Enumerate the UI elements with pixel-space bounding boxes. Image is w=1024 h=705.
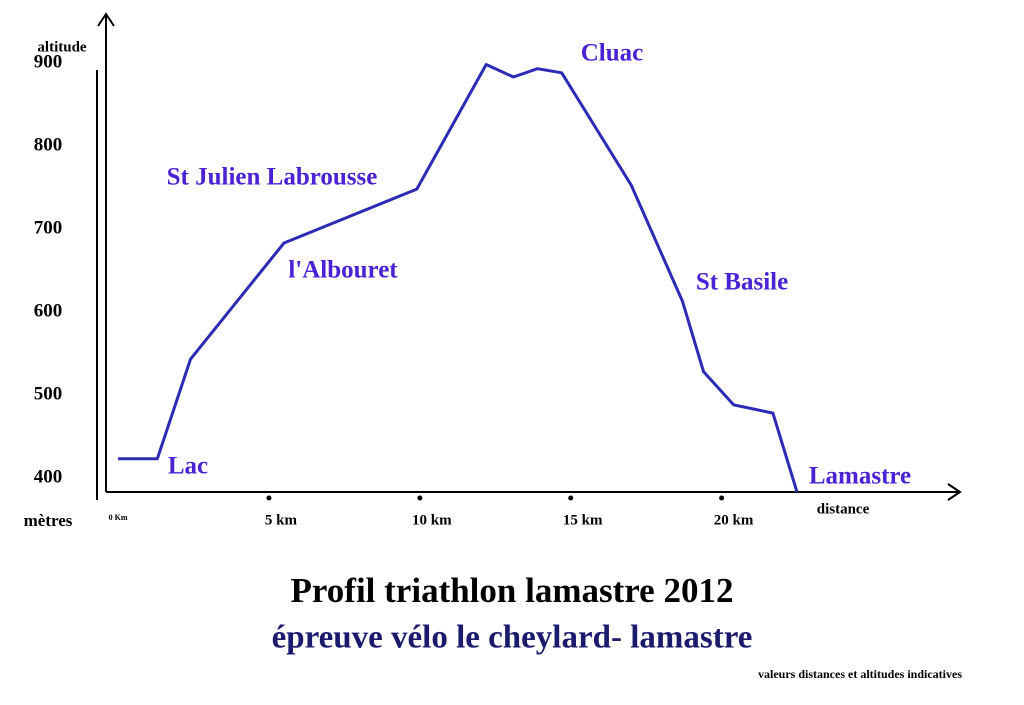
x-tick bbox=[417, 495, 423, 501]
x-axis-arrow bbox=[947, 483, 962, 501]
x-tick-label: 5 km bbox=[265, 512, 298, 528]
y-tick-label: 400 bbox=[34, 466, 63, 487]
chart-subtitle: épreuve vélo le cheylard- lamastre bbox=[272, 620, 753, 656]
x-tick bbox=[266, 495, 272, 501]
y-tick-label: 600 bbox=[34, 300, 63, 321]
y-axis-label: altitude bbox=[37, 39, 87, 55]
x-tick-label: 20 km bbox=[714, 512, 754, 528]
x-tick-label: 10 km bbox=[412, 512, 452, 528]
y-tick-label: 700 bbox=[34, 217, 63, 238]
x-tick-label: 15 km bbox=[563, 512, 603, 528]
note: valeurs distances et altitudes indicativ… bbox=[758, 667, 962, 681]
x-tick-label: 0 Km bbox=[109, 513, 128, 522]
y-tick-label: 800 bbox=[34, 134, 63, 155]
place-label: Cluac bbox=[581, 40, 644, 67]
x-tick bbox=[568, 495, 574, 501]
x-axis-label: distance bbox=[817, 501, 870, 517]
x-tick bbox=[719, 495, 725, 501]
place-label: Lamastre bbox=[809, 463, 911, 490]
y-tick-label: 500 bbox=[34, 383, 63, 404]
y-axis-arrow bbox=[97, 12, 115, 27]
chart-title: Profil triathlon lamastre 2012 bbox=[291, 571, 734, 610]
place-label: l'Albouret bbox=[288, 257, 398, 284]
y-axis-unit: mètres bbox=[24, 511, 73, 530]
y-tick-label: 900 bbox=[34, 51, 63, 72]
profile-line bbox=[118, 63, 799, 493]
place-label: St Basile bbox=[696, 269, 788, 296]
place-label: Lac bbox=[168, 453, 208, 480]
place-label: St Julien Labrousse bbox=[167, 164, 378, 191]
